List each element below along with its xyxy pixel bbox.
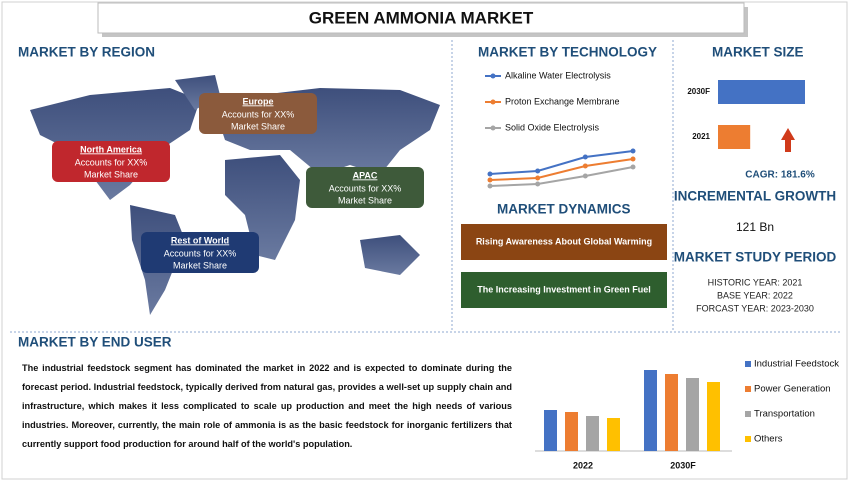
description: The industrial feedstock segment has dom…	[22, 363, 512, 449]
title: GREEN AMMONIA MARKET	[309, 8, 534, 27]
region-text: Market Share	[338, 195, 392, 205]
bar	[686, 378, 699, 451]
region-text: Accounts for XX%	[329, 183, 402, 193]
bar	[707, 382, 720, 451]
legend-swatch	[745, 386, 751, 392]
region-box: North America Accounts for XX% Market Sh…	[52, 141, 170, 182]
region-box: APAC Accounts for XX% Market Share	[306, 167, 424, 208]
study-line: BASE YEAR: 2022	[717, 290, 793, 300]
legend-marker	[490, 73, 496, 79]
dynamic-box	[461, 224, 667, 260]
study-line: FORCAST YEAR: 2023-2030	[696, 303, 814, 313]
point	[535, 168, 541, 174]
legend-swatch	[745, 361, 751, 367]
point	[535, 175, 541, 181]
heading: MARKET SIZE	[712, 45, 804, 60]
bar	[644, 370, 657, 451]
line	[489, 166, 634, 187]
heading: MARKET BY REGION	[18, 45, 155, 60]
bar	[586, 416, 599, 451]
legend-swatch	[745, 411, 751, 417]
category-label: 2030F	[687, 87, 710, 96]
heading: MARKET BY END USER	[18, 335, 172, 350]
point	[630, 156, 636, 162]
point	[487, 177, 493, 183]
x-tick-label: 2030F	[670, 460, 696, 470]
region-name: North America	[80, 144, 143, 154]
region-box: Rest of World Accounts for XX% Market Sh…	[141, 232, 259, 273]
legend-label: Others	[754, 434, 783, 445]
region-box: Europe Accounts for XX% Market Share	[199, 93, 317, 134]
heading: MARKET STUDY PERIOD	[674, 250, 837, 265]
point	[535, 181, 541, 187]
legend-marker	[490, 125, 496, 131]
bar	[565, 412, 578, 451]
bar	[718, 125, 751, 149]
point	[487, 183, 493, 189]
dynamic-box	[461, 272, 667, 308]
region-name: APAC	[353, 170, 378, 180]
region-text: Accounts for XX%	[222, 109, 295, 119]
line	[489, 150, 634, 175]
heading: INCREMENTAL GROWTH	[674, 189, 836, 204]
legend-label: Power Generation	[754, 384, 831, 395]
bar	[718, 80, 805, 104]
region-text: Market Share	[231, 121, 285, 131]
point	[582, 173, 588, 179]
cagr: CAGR: 181.6%	[745, 170, 815, 181]
heading: MARKET DYNAMICS	[497, 202, 631, 217]
legend-label: Alkaline Water Electrolysis	[505, 70, 611, 80]
dynamic-text: The Increasing Investment in Green Fuel	[477, 284, 651, 294]
region-name: Europe	[242, 96, 273, 106]
region-text: Market Share	[84, 169, 138, 179]
point	[630, 148, 636, 154]
point	[630, 164, 636, 170]
bar	[665, 374, 678, 451]
incremental-value: 121 Bn	[736, 220, 774, 234]
line	[489, 158, 634, 181]
dynamic-text: Rising Awareness About Global Warming	[476, 236, 652, 246]
region-text: Accounts for XX%	[164, 248, 237, 258]
title-box	[97, 2, 745, 34]
bar	[607, 418, 620, 451]
x-tick-label: 2022	[573, 460, 593, 470]
point	[487, 171, 493, 177]
point	[582, 154, 588, 160]
bar	[544, 410, 557, 451]
legend-label: Industrial Feedstock	[754, 359, 839, 370]
study-line: HISTORIC YEAR: 2021	[708, 277, 803, 287]
growth-arrow	[781, 128, 795, 152]
legend-swatch	[745, 436, 751, 442]
region-name: Rest of World	[171, 235, 229, 245]
legend-label: Solid Oxide Electrolysis	[505, 122, 600, 132]
region-text: Market Share	[173, 260, 227, 270]
legend-label: Transportation	[754, 409, 815, 420]
legend-label: Proton Exchange Membrane	[505, 96, 620, 106]
category-label: 2021	[692, 132, 710, 141]
point	[582, 163, 588, 169]
heading: MARKET BY TECHNOLOGY	[478, 45, 657, 60]
legend-marker	[490, 99, 496, 105]
region-text: Accounts for XX%	[75, 157, 148, 167]
